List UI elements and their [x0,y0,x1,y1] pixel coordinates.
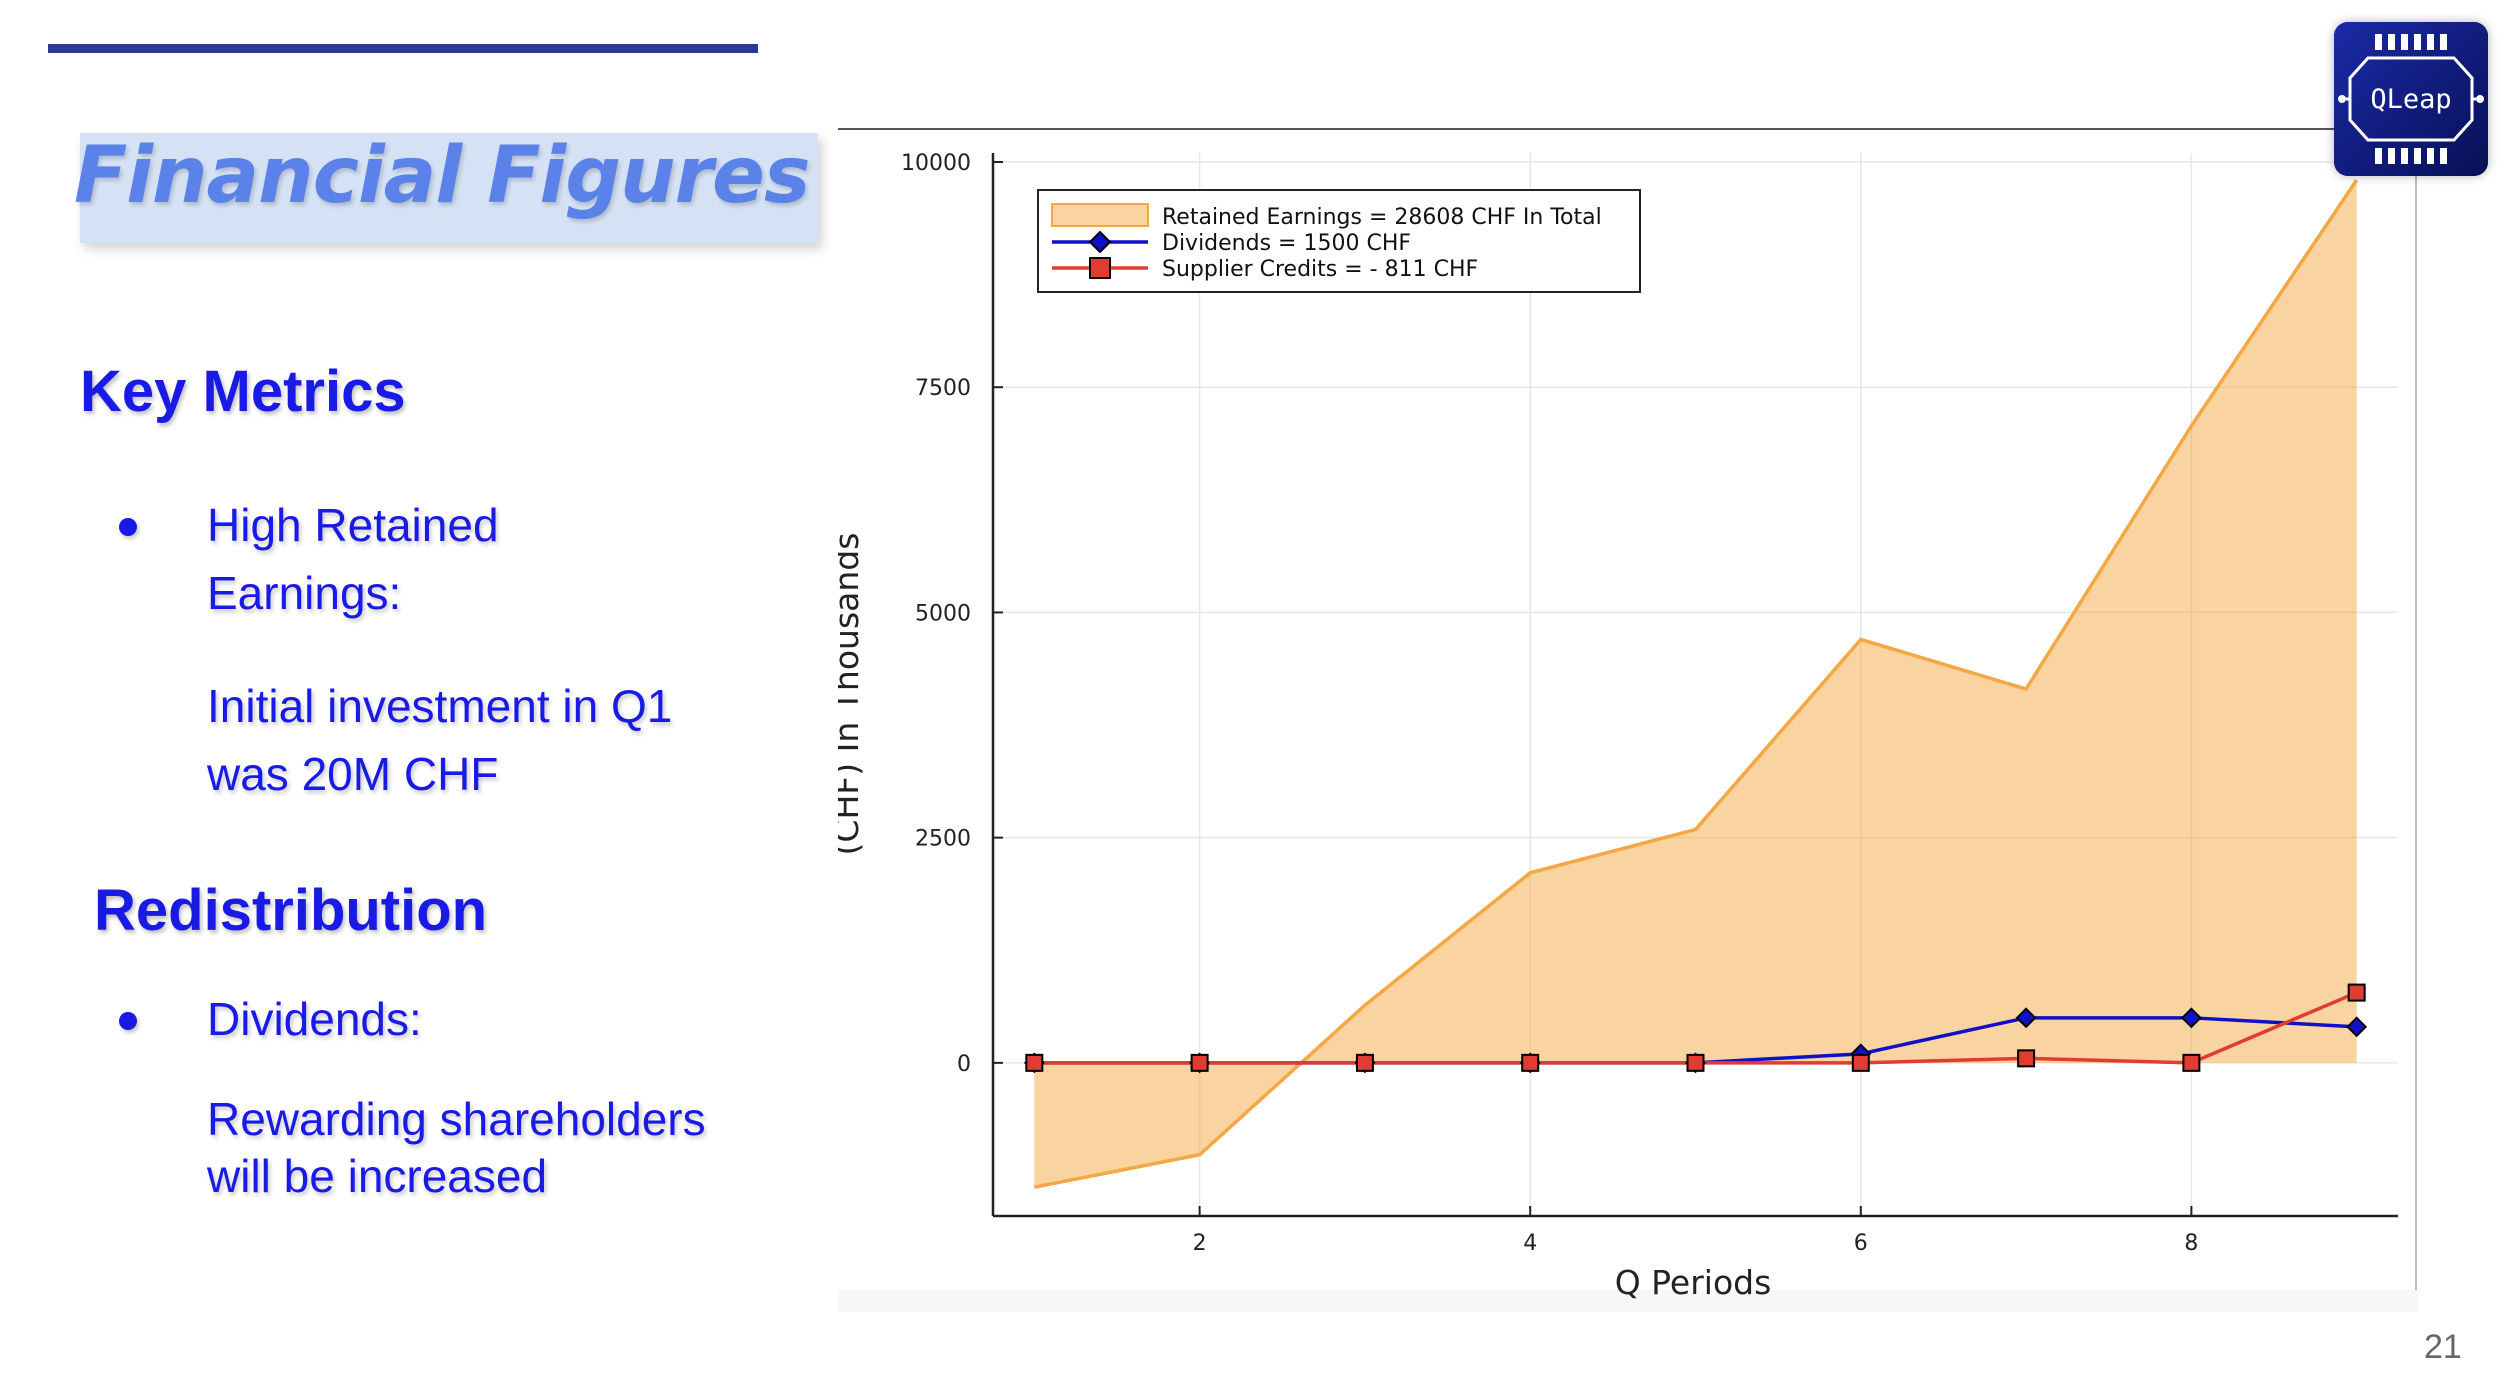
supplier-credits-point [2182,1053,2201,1072]
x-tick-label: 2 [1193,1231,1207,1256]
dividends-detail-line-2: will be increased [207,1150,548,1202]
chart-container: 0 2500 5000 7500 10000 2 4 6 8 Retained Earnings… [827,128,2418,1312]
retained-earnings-area [1034,180,2357,1188]
retained-earnings-detail-line-1: Initial investment in Q1 [207,680,673,732]
legend: Retained Earnings = 28608 CHF In TotalDi… [1037,189,1641,293]
y-tick-label: 7500 [915,376,971,401]
bullet-dot [119,1012,137,1030]
y-axis-label: (CHF) In Thousands [838,533,866,856]
legend-marker-supplier-credits [1089,257,1111,279]
supplier-credits-point [2347,983,2366,1002]
page-title: Financial Figures [74,131,810,221]
legend-marker-dividends [1088,230,1112,254]
dividends-point [2180,1007,2202,1029]
supplier-credits-point [1355,1053,1374,1072]
x-tick-label: 8 [2184,1231,2198,1256]
retained-earnings-detail-line-2: was 20M CHF [207,748,499,800]
top-accent-rule [48,44,758,53]
supplier-credits-point [1190,1053,1209,1072]
retained-earnings-chart: 0 2500 5000 7500 10000 2 4 6 8 Retained Earnings… [827,128,2418,1312]
legend-label: Retained Earnings = 28608 CHF In Total [1162,205,1602,230]
dividends-point [2346,1016,2368,1038]
legend-label: Dividends = 1500 CHF [1162,231,1411,256]
retained-earnings-line [1033,179,2359,1189]
dividends-point [2015,1007,2037,1029]
x-axis-label: Q Periods [1615,1263,1772,1302]
y-tick-label: 10000 [901,151,971,176]
logo-text: QLeap [2370,84,2451,115]
dividends-detail-line-1: Rewarding shareholders [207,1093,706,1145]
supplier-credits-point [1025,1053,1044,1072]
y-tick-label: 5000 [915,601,971,626]
supplier-credits-point [1686,1053,1705,1072]
heading-redistribution: Redistribution [94,878,488,943]
title-background [80,133,818,243]
legend-label: Supplier Credits = - 811 CHF [1162,257,1478,282]
x-tick-label: 6 [1854,1231,1868,1256]
legend-swatch-retained-earnings [1051,203,1149,227]
qleap-logo: QLeap [2334,22,2488,176]
page-number: 21 [2424,1328,2462,1366]
area-layer [1033,179,2359,1189]
bullet-dividends: Dividends: [207,993,422,1045]
chart-bottom-strip [838,1290,2418,1312]
axis-layer: 0 2500 5000 7500 10000 2 4 6 8 [901,151,2398,1256]
marker-layer [1023,983,2368,1074]
x-tick-label: 4 [1523,1231,1537,1256]
supplier-credits-point [1851,1053,1870,1072]
supplier-credits-point [2017,1049,2036,1068]
heading-key-metrics: Key Metrics [80,359,406,424]
bullet-retained-earnings-line-1: High Retained [207,499,499,551]
bullet-dot [119,518,137,536]
supplier-credits-point [1521,1053,1540,1072]
qleap-chip-logo-icon: QLeap [2334,22,2488,176]
bullet-retained-earnings-line-2: Earnings: [207,567,402,619]
y-tick-label: 2500 [915,827,971,852]
y-tick-label: 0 [957,1052,971,1077]
